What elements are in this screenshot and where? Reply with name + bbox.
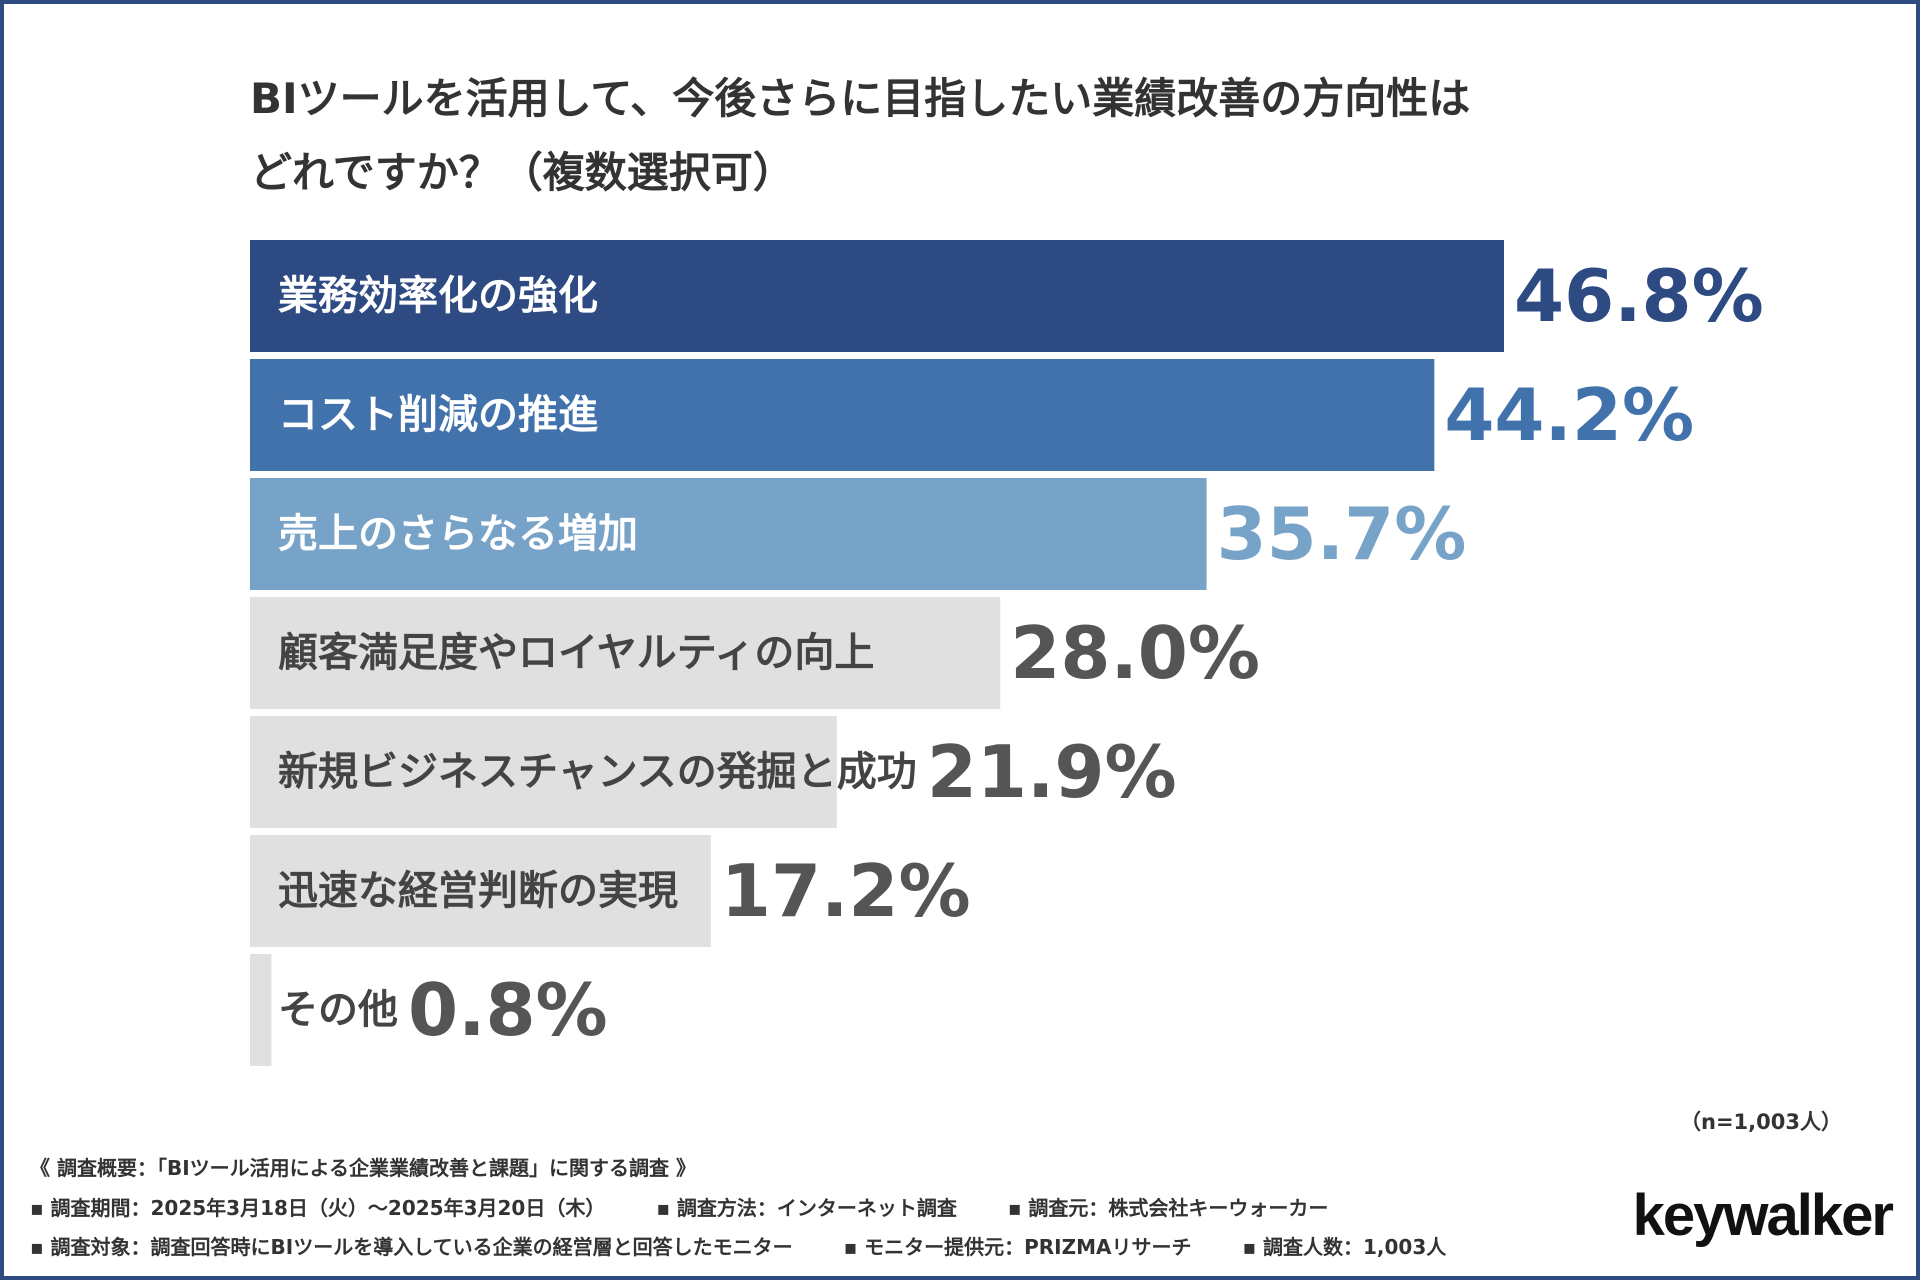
bar-value-3: 35.7% — [1217, 492, 1467, 576]
chart-title-line-1: BIツールを活用して、今後さらに目指したい業績改善の方向性は — [250, 74, 1471, 123]
sample-size-note: （n=1,003人） — [1680, 1110, 1842, 1134]
chart-title-line-2: どれですか？（複数選択可） — [250, 148, 795, 197]
bar-value-1: 46.8% — [1514, 254, 1764, 338]
monitor-provider: ▪ モニター提供元：PRIZMAリサーチ — [843, 1235, 1192, 1259]
bar-label-4: 顧客満足度やロイヤルティの向上 — [278, 630, 874, 676]
bar-5 — [250, 716, 837, 828]
bar-label-2: コスト削減の推進 — [278, 392, 598, 438]
bar-value-6: 17.2% — [721, 849, 971, 933]
bar-value-5: 21.9% — [927, 730, 1177, 814]
survey-period: ▪ 調査期間：2025年3月18日（火）〜2025年3月20日（木） — [30, 1196, 606, 1220]
bar-value-2: 44.2% — [1444, 373, 1694, 457]
bar-label-3: 売上のさらなる増加 — [278, 511, 638, 557]
survey-overview-title: 《 調査概要：「BIツール活用による企業業績改善と課題」に関する調査 》 — [30, 1156, 697, 1180]
bar-2 — [250, 359, 1435, 471]
bar-chart: 業務効率化の強化 46.8% コスト削減の推進 44.2% 売上のさらなる増加 35.7%… — [250, 240, 1764, 1066]
survey-target: ▪ 調査対象：調査回答時にBIツールを導入している企業の経営層と回答したモニター — [30, 1235, 793, 1259]
survey-method: ▪ 調査方法：インターネット調査 — [656, 1196, 957, 1220]
bar-7 — [250, 954, 272, 1066]
bar-4 — [250, 597, 1001, 709]
bar-3 — [250, 478, 1207, 590]
bar-value-4: 28.0% — [1010, 611, 1260, 695]
keywalker-logo: keywalker — [1632, 1183, 1894, 1248]
bar-label-6: 迅速な経営判断の実現 — [278, 868, 678, 914]
chart-title: BIツールを活用して、今後さらに目指したい業績改善の方向性は どれですか？（複数… — [250, 62, 1750, 210]
bar-6 — [250, 835, 711, 947]
bar-label-7: その他 — [278, 987, 398, 1033]
survey-details-row-2: ▪ 調査対象：調査回答時にBIツールを導入している企業の経営層と回答したモニター… — [30, 1231, 1446, 1260]
bar-1 — [250, 240, 1504, 352]
bar-label-5: 新規ビジネスチャンスの発掘と成功 — [278, 749, 917, 795]
survey-count: ▪ 調査人数：1,003人 — [1242, 1235, 1447, 1259]
survey-source: ▪ 調査元：株式会社キーウォーカー — [1007, 1196, 1329, 1220]
bar-label-1: 業務効率化の強化 — [278, 273, 598, 319]
survey-details-row-1: ▪ 調査期間：2025年3月18日（火）〜2025年3月20日（木） ▪ 調査方… — [30, 1192, 1328, 1221]
survey-overview: 《 調査概要：「BIツール活用による企業業績改善と課題」に関する調査 》 — [30, 1152, 696, 1181]
bar-value-7: 0.8% — [408, 968, 608, 1052]
